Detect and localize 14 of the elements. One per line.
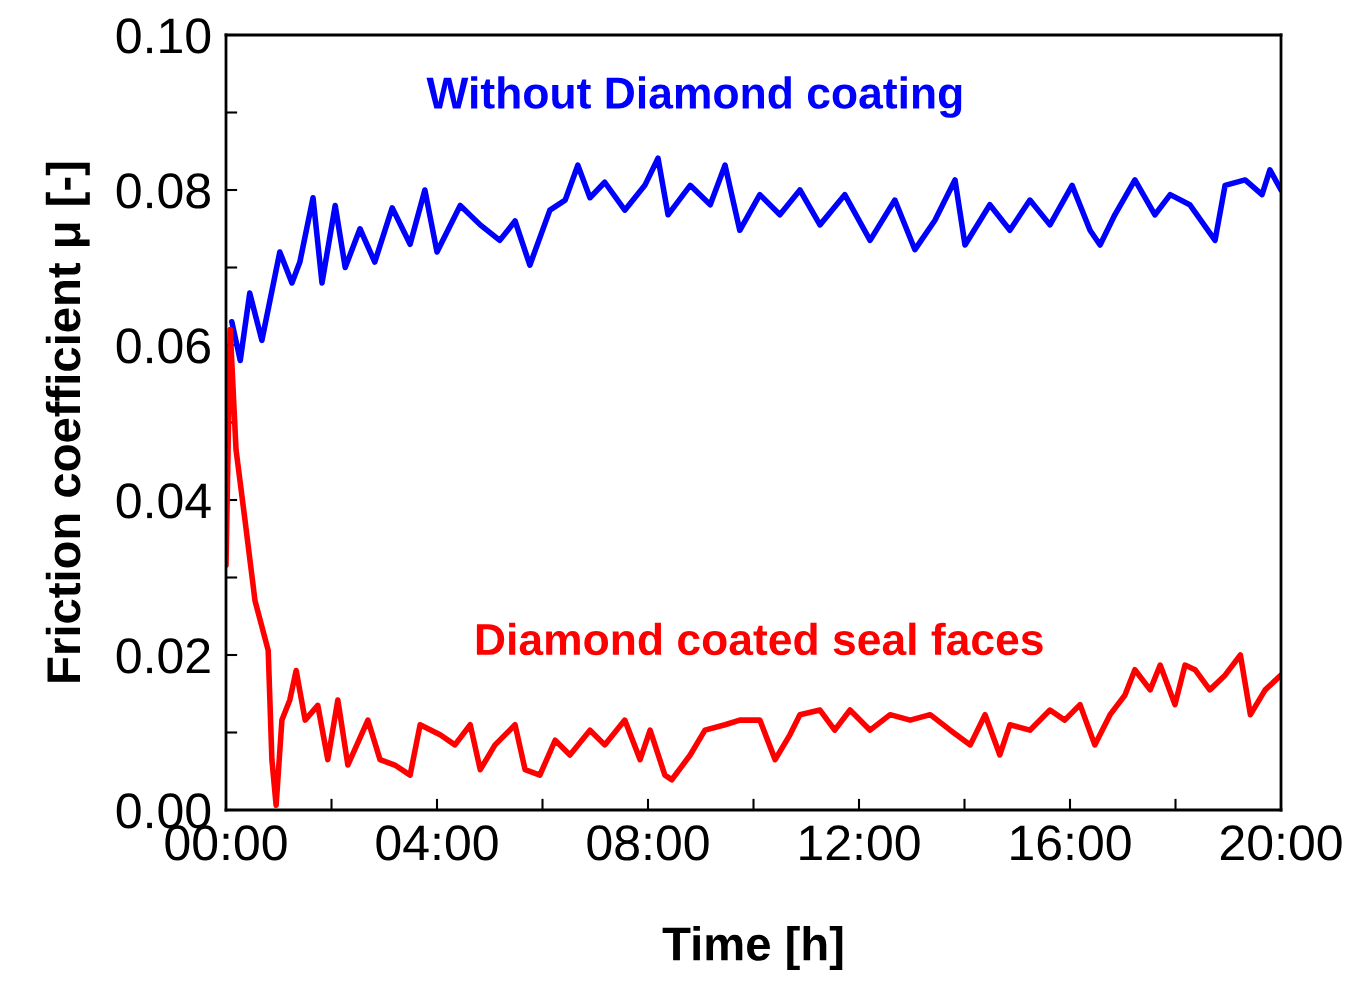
x-tick-label: 04:00 — [376, 825, 498, 861]
series-label: Diamond coated seal faces — [476, 622, 1043, 656]
y-tick-label: 0.02 — [116, 638, 210, 674]
y-tick-label: 0.08 — [116, 173, 210, 209]
x-tick-label: 08:00 — [587, 825, 709, 861]
y-axis-title: Friction coefficient μ [-] — [45, 162, 90, 682]
x-axis-title: Time [h] — [662, 926, 843, 971]
x-tick-label: 20:00 — [1220, 825, 1342, 861]
y-tick-label: 0.10 — [116, 18, 211, 54]
series-label: Without Diamond coating — [426, 76, 962, 118]
y-tick-label: 0.04 — [116, 483, 211, 519]
x-tick-label: 12:00 — [800, 825, 920, 861]
y-tick-label: 0.06 — [116, 328, 210, 364]
x-tick-label: 16:00 — [1011, 825, 1131, 861]
